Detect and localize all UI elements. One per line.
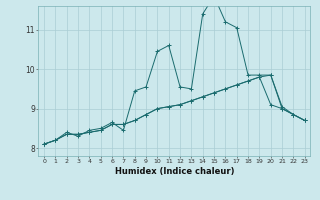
X-axis label: Humidex (Indice chaleur): Humidex (Indice chaleur) [115, 167, 234, 176]
